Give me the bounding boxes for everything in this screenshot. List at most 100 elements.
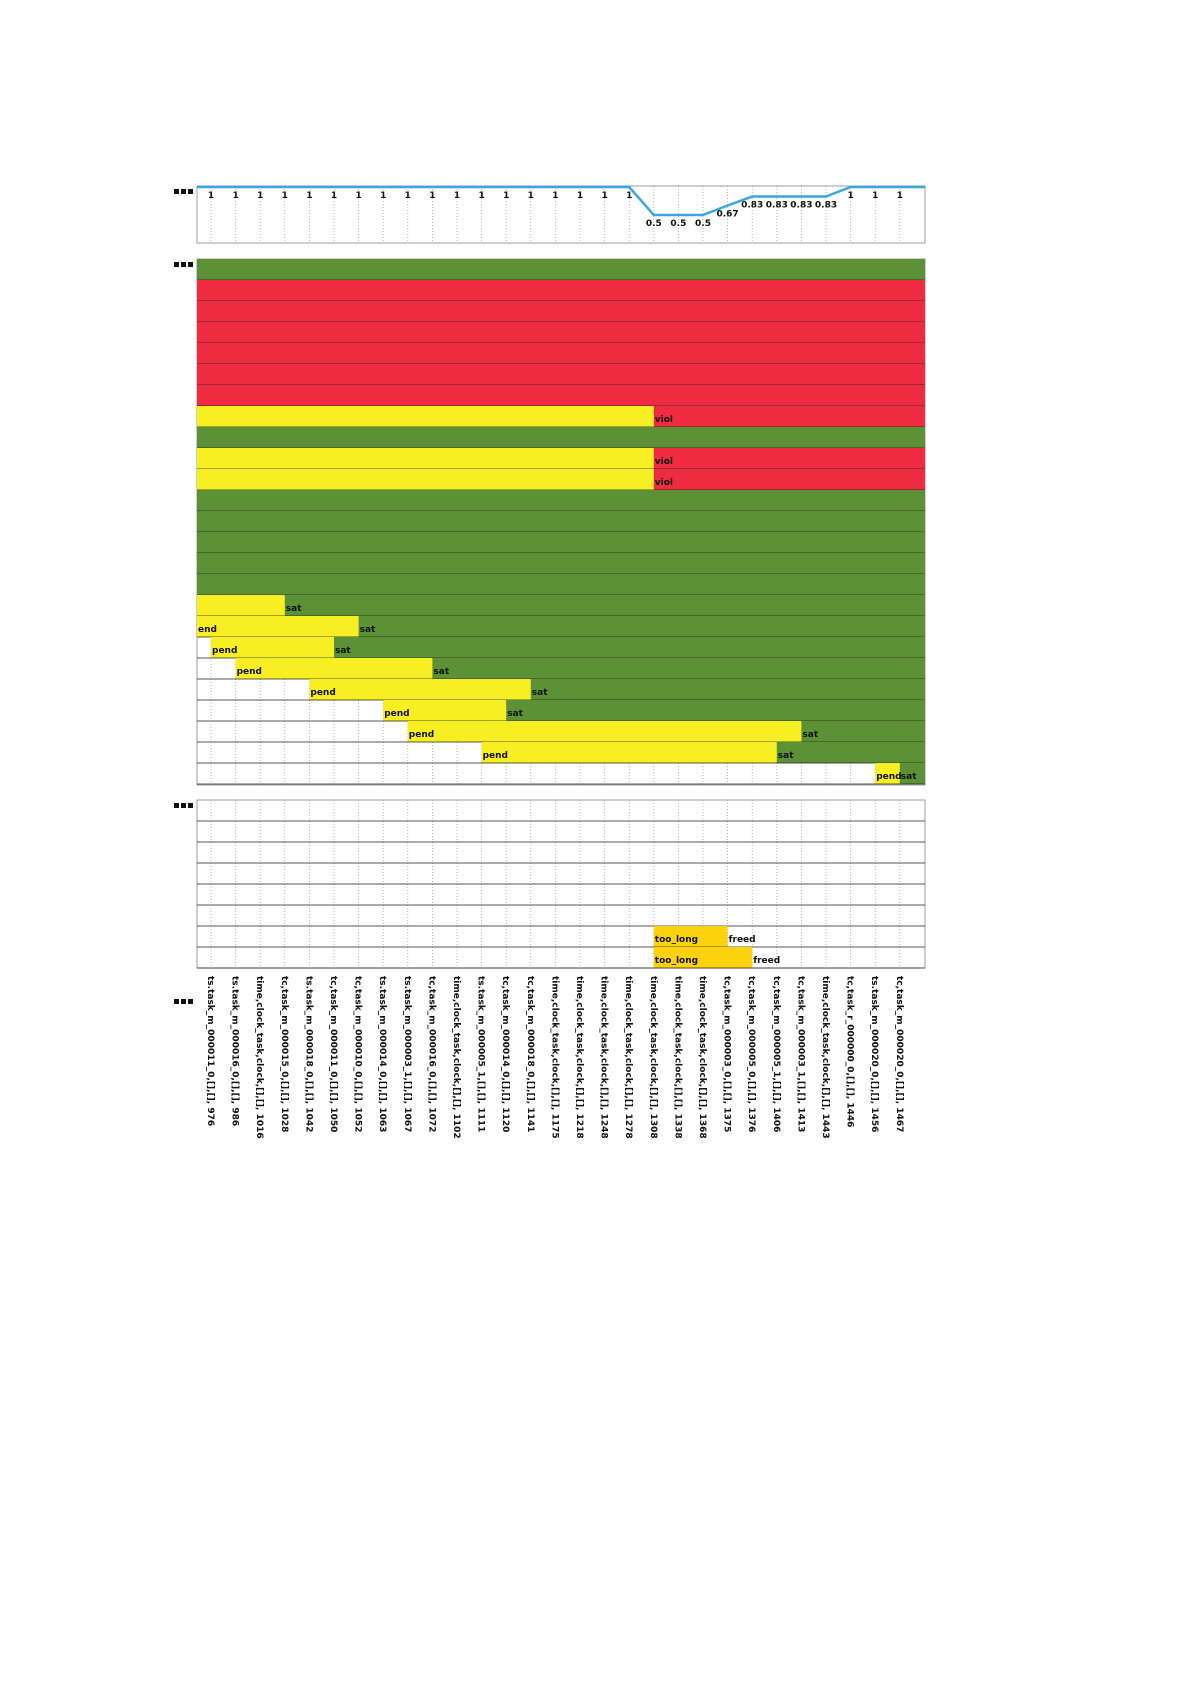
status-segment	[197, 385, 925, 406]
value-label: 0.83	[766, 201, 788, 211]
event-label: tc,task_m_000011_0,[],[], 1050	[328, 976, 338, 1132]
value-label: 0.67	[716, 209, 738, 219]
event-label: time,clock_task,clock,[],[], 1308	[648, 976, 658, 1139]
status-segment	[197, 406, 654, 427]
value-label: 1	[897, 191, 903, 201]
event-label: time,clock_task,clock,[],[], 1338	[672, 976, 682, 1139]
segment-label: sat	[901, 772, 917, 782]
segment-label: sat	[286, 604, 302, 614]
value-label: 1	[405, 191, 411, 201]
status-segment	[197, 280, 925, 301]
status-segment	[653, 947, 753, 968]
value-label: 1	[577, 191, 583, 201]
status-segment	[506, 700, 925, 721]
event-label: ts.task_m_000014_0,[],[], 1063	[377, 976, 387, 1132]
status-segment	[432, 658, 925, 679]
value-label: 1	[257, 191, 263, 201]
status-segment	[235, 658, 433, 679]
event-label: time,clock_task,clock,[],[], 1368	[697, 976, 707, 1139]
segment-label: freed	[729, 935, 756, 945]
segment-label: sat	[532, 688, 548, 698]
status-segment	[197, 448, 654, 469]
value-label: 1	[552, 191, 558, 201]
segment-label: freed	[753, 956, 780, 966]
status-segment	[197, 511, 925, 532]
segment-label: pend	[876, 772, 901, 782]
status-segment	[197, 427, 925, 448]
status-segment	[197, 574, 925, 595]
status-segment	[197, 595, 285, 616]
status-segment	[197, 301, 925, 322]
value-label: 1	[847, 191, 853, 201]
status-segment	[284, 595, 925, 616]
status-segment	[653, 926, 728, 947]
value-label: 0.5	[670, 219, 686, 229]
status-segment	[875, 763, 900, 784]
event-label: time,clock_task,clock,[],[], 1102	[451, 976, 461, 1139]
value-label: 1	[454, 191, 460, 201]
segment-label: pend	[483, 751, 508, 761]
value-label: 1	[528, 191, 534, 201]
event-label: tc,task_r_000000_0,[],[], 1446	[845, 976, 855, 1127]
status-segment	[197, 616, 359, 637]
event-label: ts.task_m_000020_0,[],[], 1456	[869, 976, 879, 1132]
value-label: 0.5	[695, 219, 711, 229]
value-label: 0.83	[815, 201, 837, 211]
segment-label: pend	[384, 709, 409, 719]
status-segment	[530, 679, 925, 700]
value-label: 1	[503, 191, 509, 201]
event-label: tc,task_m_000015_0,[],[], 1028	[279, 976, 289, 1132]
value-label: 0.83	[790, 201, 812, 211]
event-label: ts.task_m_000016_0,[],[], 986	[230, 976, 240, 1126]
status-segment	[197, 553, 925, 574]
event-label: ts.task_m_000018_0,[],[], 1042	[303, 976, 313, 1132]
marker	[174, 189, 193, 1004]
event-label: tc,task_m_000016_0,[],[], 1072	[426, 976, 436, 1132]
status-segment	[197, 343, 925, 364]
value-label: 1	[355, 191, 361, 201]
segment-label: pend	[409, 730, 434, 740]
status-segment	[383, 700, 507, 721]
value-label: 1	[601, 191, 607, 201]
status-segment	[653, 406, 925, 427]
status-segment	[309, 679, 531, 700]
segment-label: sat	[802, 730, 818, 740]
segment-label: end	[198, 625, 217, 635]
segment-label: viol	[655, 457, 673, 467]
segment-label: too_long	[655, 956, 698, 966]
status-segment	[211, 637, 334, 658]
status-segment	[197, 322, 925, 343]
event-label: time,clock_task,clock,[],[], 1016	[254, 976, 264, 1139]
value-label: 0.5	[646, 219, 662, 229]
status-segment	[776, 742, 925, 763]
event-label: tc,task_m_000003_1,[],[], 1413	[795, 976, 805, 1132]
event-label: tc,task_m_000005_1,[],[], 1406	[771, 976, 781, 1132]
segment-label: too_long	[655, 935, 698, 945]
segment-label: viol	[655, 415, 673, 425]
status-segment	[801, 721, 925, 742]
value-label: 1	[626, 191, 632, 201]
status-segment	[653, 469, 925, 490]
segment-label: sat	[778, 751, 794, 761]
value-label: 1	[429, 191, 435, 201]
status-segment	[197, 490, 925, 511]
value-label: 0.83	[741, 201, 763, 211]
status-segment	[197, 259, 925, 280]
value-label: 1	[232, 191, 238, 201]
event-label: ts.task_m_000003_1,[],[], 1067	[402, 976, 412, 1132]
event-label: tc,task_m_000003_0,[],[], 1375	[722, 976, 732, 1132]
segment-label: viol	[655, 478, 673, 488]
line	[211, 185, 900, 217]
status-segment	[481, 742, 777, 763]
event-label: time,clock_task,clock,[],[], 1278	[623, 976, 633, 1139]
status-segment	[653, 448, 925, 469]
value-label: 1	[478, 191, 484, 201]
event-label: tc,task_m_000005_0,[],[], 1376	[746, 976, 756, 1132]
segment-label: pend	[310, 688, 335, 698]
value-label: 1	[282, 191, 288, 201]
status-segment	[334, 637, 925, 658]
value-label: 1	[872, 191, 878, 201]
status-segment	[197, 469, 654, 490]
event-label: tc,task_m_000010_0,[],[], 1052	[353, 976, 363, 1132]
segment-label: sat	[360, 625, 376, 635]
